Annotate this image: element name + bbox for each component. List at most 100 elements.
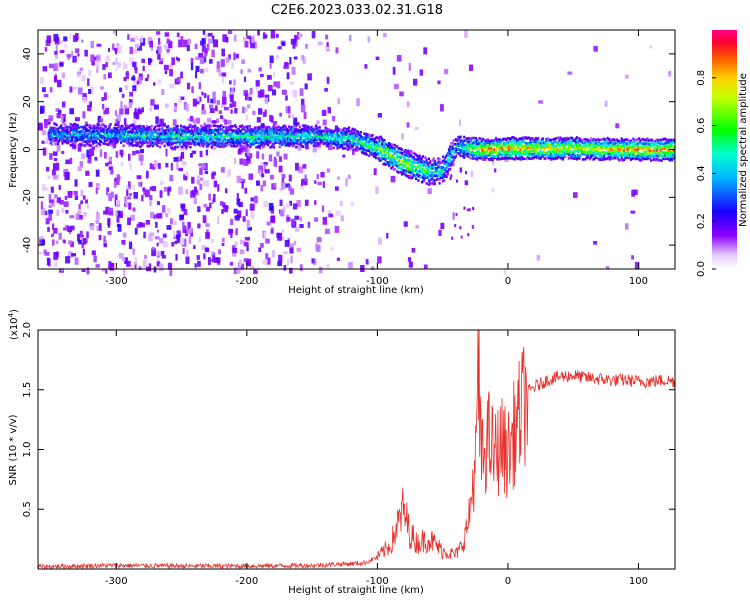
band-cell: [658, 145, 661, 149]
noise-cell: [162, 233, 167, 238]
band-cell: [514, 143, 517, 146]
band-cell: [410, 171, 413, 174]
noise-cell: [573, 192, 578, 198]
band-cell: [571, 140, 574, 143]
band-cell: [71, 127, 75, 130]
band-cell: [600, 151, 603, 154]
noise-cell: [141, 195, 144, 202]
band-cell: [99, 143, 102, 146]
band-cell: [194, 140, 197, 144]
band-cell: [107, 136, 110, 139]
band-cell: [101, 123, 104, 126]
band-cell: [180, 133, 183, 136]
band-cell: [137, 125, 140, 129]
band-cell: [338, 144, 341, 147]
noise-cell: [149, 195, 153, 201]
band-cell: [438, 182, 441, 185]
band-cell: [83, 125, 86, 128]
band-cell: [390, 145, 393, 148]
band-cell: [357, 136, 360, 140]
band-cell: [531, 146, 534, 149]
band-cell: [254, 135, 257, 138]
band-cell: [667, 157, 670, 161]
band-cell: [221, 144, 224, 148]
band-cell: [614, 141, 617, 145]
band-cell: [463, 139, 466, 143]
band-cell: [249, 142, 252, 145]
band-cell: [197, 139, 200, 143]
y-tick-label: 1.5: [22, 382, 33, 398]
band-cell: [621, 148, 624, 152]
band-cell: [217, 142, 220, 146]
noise-cell: [88, 69, 91, 76]
noise-cell: [236, 175, 241, 184]
band-cell: [453, 139, 456, 142]
noise-cell: [127, 34, 130, 40]
band-cell: [573, 157, 576, 160]
noise-cell: [240, 69, 243, 74]
noise-cell: [185, 189, 189, 195]
band-cell: [615, 141, 619, 145]
band-cell: [442, 175, 445, 179]
band-cell: [359, 140, 362, 144]
noise-cell: [285, 203, 291, 208]
band-cell: [153, 142, 156, 145]
band-cell: [366, 133, 369, 136]
noise-cell: [198, 237, 202, 243]
band-cell: [336, 133, 339, 136]
band-cell: [372, 144, 375, 147]
noise-cell: [156, 50, 159, 54]
noise-cell: [367, 36, 370, 43]
noise-cell: [334, 226, 340, 233]
band-cell: [291, 128, 294, 131]
band-cell: [597, 151, 600, 154]
band-cell: [558, 138, 561, 142]
band-cell: [356, 149, 359, 152]
band-cell: [415, 174, 418, 177]
band-cell: [417, 165, 420, 168]
band-cell: [356, 130, 359, 133]
band-cell: [528, 153, 532, 156]
band-cell: [74, 123, 77, 126]
band-cell: [241, 132, 244, 136]
noise-cell: [107, 218, 111, 226]
band-cell: [161, 127, 164, 130]
band-cell: [391, 165, 394, 168]
band-cell: [396, 156, 399, 159]
band-cell: [325, 144, 328, 148]
band-cell: [614, 145, 617, 148]
band-cell: [580, 153, 583, 156]
band-cell: [570, 151, 573, 155]
band-cell: [561, 140, 564, 143]
band-cell: [436, 178, 439, 181]
band-cell: [510, 150, 513, 153]
band-cell: [281, 139, 284, 143]
band-cell: [559, 146, 562, 150]
band-cell: [644, 147, 647, 151]
band-cell: [169, 141, 172, 144]
band-cell: [150, 134, 153, 138]
band-cell: [302, 124, 305, 127]
band-cell: [409, 171, 412, 174]
band-cell: [621, 144, 624, 148]
band-cell: [518, 140, 521, 143]
noise-cell: [281, 182, 286, 190]
band-cell: [595, 152, 599, 156]
band-cell: [514, 139, 517, 142]
band-cell: [304, 142, 307, 146]
noise-cell: [116, 215, 120, 223]
band-cell: [671, 158, 674, 162]
band-cell: [376, 143, 379, 147]
band-cell: [621, 139, 624, 143]
band-cell: [299, 130, 302, 134]
band-cell: [264, 142, 267, 145]
band-cell: [371, 134, 374, 137]
band-cell: [313, 126, 317, 130]
band-cell: [510, 137, 513, 140]
band-cell: [288, 144, 291, 147]
noise-cell: [239, 259, 242, 266]
band-cell: [458, 142, 461, 145]
band-cell: [617, 139, 620, 143]
noise-cell: [285, 106, 290, 114]
band-cell: [274, 128, 277, 132]
